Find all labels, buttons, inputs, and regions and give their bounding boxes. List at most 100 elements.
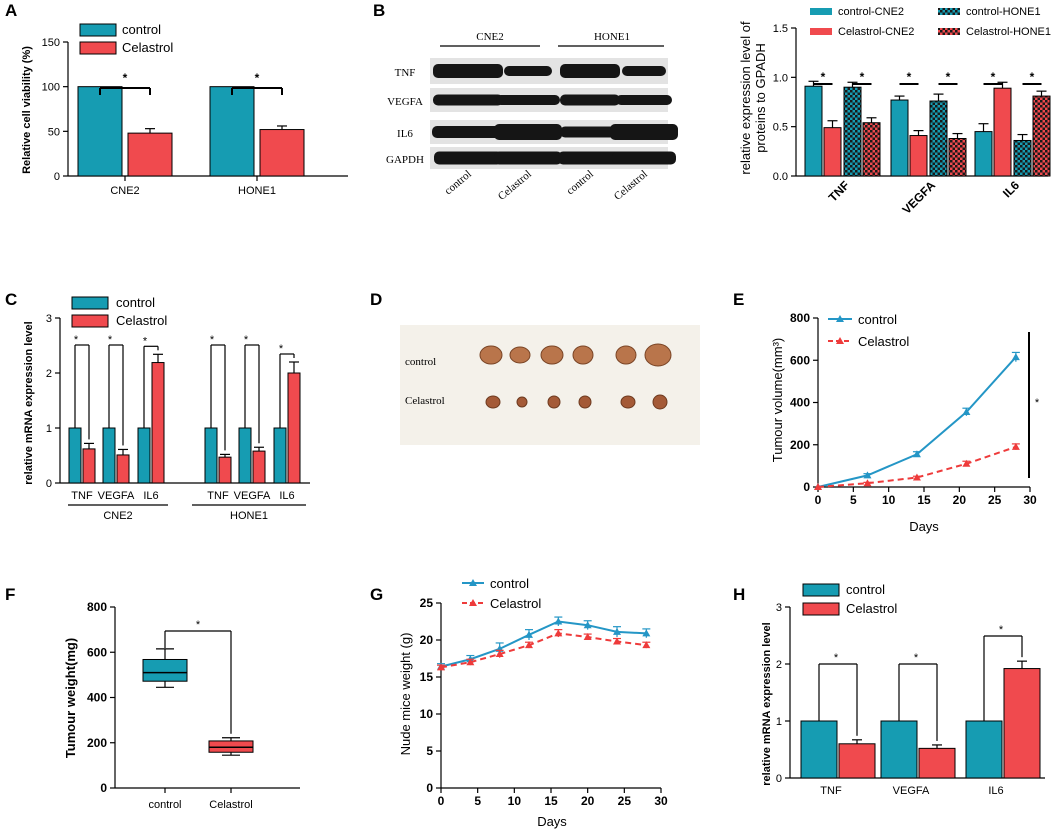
- panel-C-group-label: CNE2: [103, 510, 132, 522]
- panel-H-x-tick-label: IL6: [988, 785, 1003, 797]
- panel-H-legend-label-celastrol: Celastrol: [846, 601, 897, 616]
- panel-G-x-tick-label: 20: [581, 794, 595, 808]
- panel-B-sig-star: *: [1030, 70, 1035, 84]
- panel-E-series-line: [817, 445, 1017, 488]
- panel-D-tumour-celastrol: [485, 395, 501, 409]
- panel-C-sig-star: *: [108, 334, 113, 346]
- panel-B-bar: [804, 85, 823, 177]
- panel-B-legend-label: Celastrol-CNE2: [838, 26, 914, 38]
- panel-B-sig-star: *: [860, 70, 865, 84]
- panel-H-legend-label-control: control: [846, 582, 885, 597]
- panel-E-y-tick-label: 200: [790, 438, 810, 452]
- panel-B-sig-star: *: [907, 70, 912, 84]
- panel-C-sig-star: *: [244, 334, 249, 346]
- panel-E-x-tick-label: 15: [917, 493, 931, 507]
- panel-F-y-tick-label: 200: [87, 736, 107, 750]
- panel-letter-H: H: [733, 585, 745, 604]
- panel-H-sig-star: *: [914, 652, 919, 664]
- panel-G-y-tick-label: 25: [420, 596, 434, 610]
- blot-lane-label: Celastrol: [496, 168, 534, 203]
- panel-B-y-tick-label: 1.5: [773, 23, 788, 35]
- blot-cell-line-label: HONE1: [594, 31, 630, 43]
- panel-C-sig-star: *: [74, 334, 79, 346]
- panel-E-x-tick-label: 25: [988, 493, 1002, 507]
- blot-band: [616, 95, 672, 105]
- panel-F-y-tick-label: 800: [87, 600, 107, 614]
- panel-A-y-axis-label: Relative cell viability (%): [21, 46, 33, 174]
- panel-A-sig-star: *: [255, 71, 260, 85]
- panel-letter-D: D: [370, 290, 382, 309]
- panel-E-x-tick-label: 10: [882, 493, 896, 507]
- panel-B-x-tick-label: VEGFA: [899, 178, 938, 217]
- panel-B-bar: [1013, 139, 1032, 177]
- blot-band: [560, 64, 620, 78]
- panel-G-y-tick-label: 15: [420, 670, 434, 684]
- panel-letter-A: A: [5, 1, 17, 20]
- panel-H-y-tick-label: 2: [776, 659, 782, 671]
- panel-A-bar: [77, 86, 123, 177]
- panel-D-tumour-celastrol: [652, 394, 668, 410]
- panel-H-sig-star: *: [834, 652, 839, 664]
- panel-B-legend-label: control-CNE2: [838, 6, 904, 18]
- panel-H-bar: [1003, 668, 1041, 779]
- blot-lane-label: control: [442, 168, 474, 197]
- panel-letter-E: E: [733, 290, 744, 309]
- panel-B-bar: [843, 86, 862, 177]
- panel-C-bar: [137, 427, 151, 484]
- panel-G-legend-marker: [469, 579, 477, 586]
- panel-B-y-tick-label: 1.0: [773, 72, 788, 84]
- panel-C-y-tick-label: 0: [46, 478, 52, 490]
- panel-letter-G: G: [370, 585, 383, 604]
- panel-C-bar: [151, 362, 165, 484]
- panel-A-sig-star: *: [123, 71, 128, 85]
- panel-G-legend-label-control: control: [490, 576, 529, 591]
- panel-C-bar: [116, 454, 130, 484]
- panel-D-tumour-celastrol: [578, 395, 592, 409]
- blot-lane-label: control: [564, 168, 596, 197]
- panel-G-series-line: [440, 620, 647, 668]
- panel-E-legend-label-celastrol: Celastrol: [858, 334, 909, 349]
- panel-E-legend-marker: [836, 315, 844, 322]
- panel-C-bar: [287, 372, 301, 484]
- panel-B-bar: [890, 99, 909, 177]
- blot-band: [504, 66, 552, 76]
- panel-G-y-tick-label: 5: [426, 744, 433, 758]
- blot-band: [610, 124, 678, 140]
- panel-E-x-tick-label: 0: [815, 493, 822, 507]
- panel-E-x-tick-label: 30: [1023, 493, 1037, 507]
- panel-E-y-tick-label: 800: [790, 311, 810, 325]
- panel-C-bar: [238, 427, 252, 484]
- panel-G-x-tick-label: 10: [508, 794, 522, 808]
- panel-G-x-tick-label: 5: [474, 794, 481, 808]
- panel-E-series-line: [817, 356, 1017, 488]
- panel-C-x-tick-label: TNF: [207, 490, 229, 502]
- panel-D-tumour-control: [572, 345, 594, 365]
- blot-band: [496, 95, 560, 105]
- panel-C-y-tick-label: 2: [46, 368, 52, 380]
- panel-C-sig-star: *: [143, 335, 148, 347]
- panel-B-legend-swatch: [938, 8, 960, 15]
- panel-B-bar: [948, 138, 967, 177]
- panel-G-x-tick-label: 30: [654, 794, 668, 808]
- panel-C-y-tick-label: 3: [46, 313, 52, 325]
- panel-D-tumour-control: [479, 345, 503, 365]
- panel-G-y-tick-label: 0: [426, 781, 433, 795]
- blot-band: [612, 151, 676, 165]
- panel-G-series-line: [440, 632, 647, 669]
- panel-C-bar: [273, 427, 287, 484]
- panel-F-y-tick-label: 600: [87, 645, 107, 659]
- panel-E-y-tick-label: 400: [790, 396, 810, 410]
- panel-B-x-tick-label: IL6: [1000, 178, 1022, 200]
- panel-B-bar: [974, 131, 993, 177]
- panel-E-legend-marker: [836, 337, 844, 344]
- panel-F-y-tick-label: 0: [100, 781, 107, 795]
- panel-D-photo-background: [400, 325, 700, 445]
- panel-E-y-axis-label: Tumour volume(mm³): [770, 338, 785, 462]
- panel-A-bar: [259, 129, 305, 177]
- panel-A-bar: [127, 132, 173, 177]
- panel-B-bar: [862, 122, 881, 177]
- panel-A-y-tick-label: 100: [42, 82, 60, 94]
- panel-D-tumour-celastrol: [547, 395, 561, 409]
- panel-A-y-tick-label: 50: [48, 126, 60, 138]
